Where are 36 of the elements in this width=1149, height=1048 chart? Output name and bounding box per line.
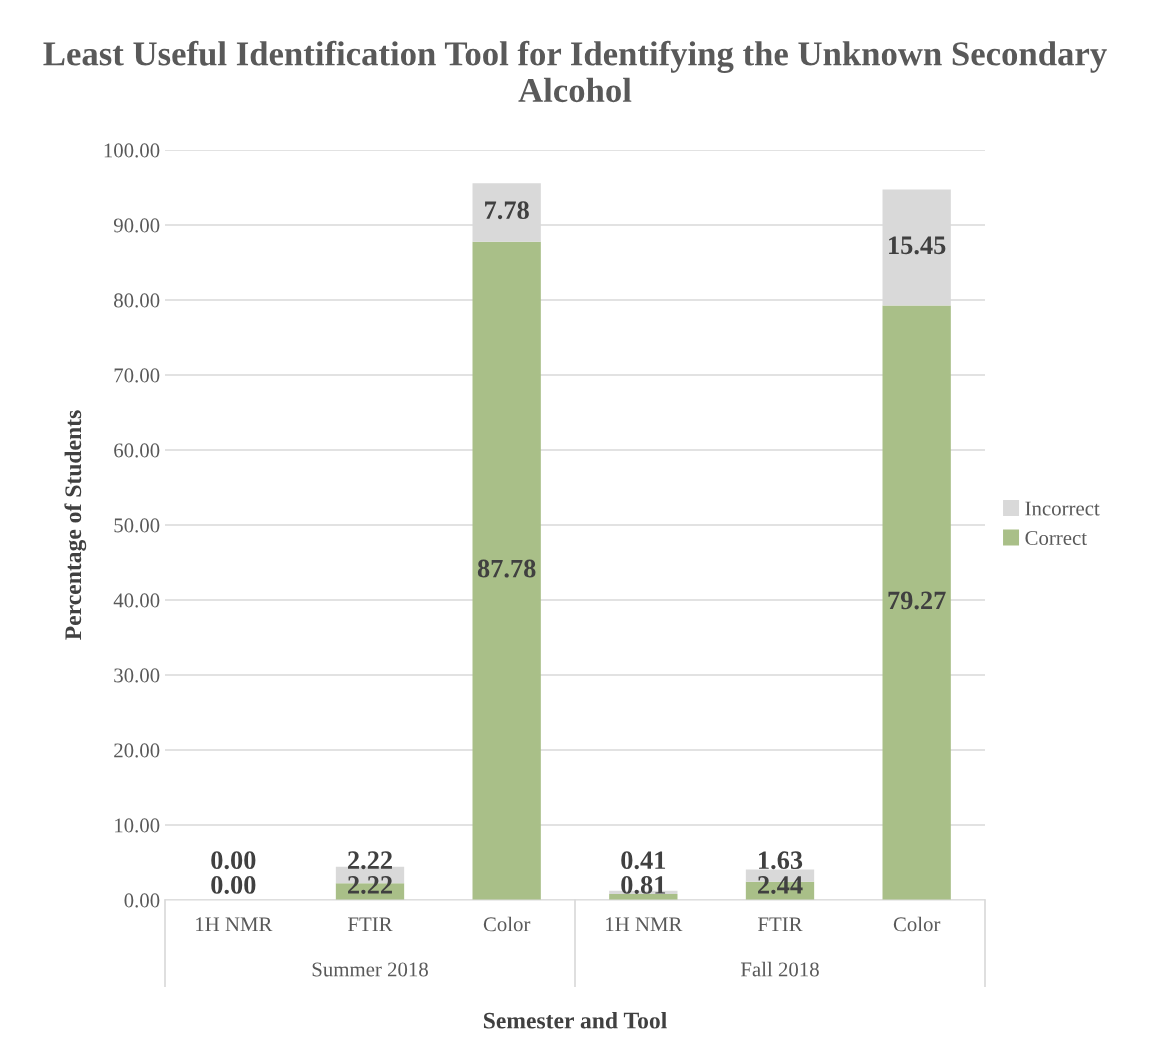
x-tick-label: 1H NMR	[606, 917, 683, 932]
y-tick-label: 100.00	[104, 143, 160, 158]
data-label: 0.00	[211, 876, 256, 894]
data-label: 15.45	[889, 236, 946, 255]
x-tick-label: FTIR	[758, 917, 803, 932]
x-axis-title: Semester and Tool	[483, 1011, 667, 1029]
y-tick-label: 0.00	[124, 893, 160, 908]
legend-label: Incorrect	[1025, 501, 1100, 516]
data-label: 87.78	[477, 559, 536, 578]
data-label: 79.27	[888, 591, 946, 610]
text: Summer 2018	[312, 962, 428, 977]
bar	[882, 305, 951, 900]
x-tick-label: Color	[893, 916, 941, 932]
data-label: 2.22	[348, 851, 392, 870]
data-label: 0.81	[621, 876, 666, 894]
y-tick-label: 90.00	[113, 218, 160, 233]
y-tick-label: 10.00	[115, 818, 160, 833]
data-label: 0.00	[211, 851, 256, 870]
y-tick-label: 60.00	[114, 443, 160, 458]
x-tick-label: FTIR	[348, 917, 393, 932]
data-label: 7.78	[485, 201, 529, 220]
data-label: 1.63	[759, 851, 803, 870]
text: Fall 2018	[740, 961, 819, 977]
bar	[472, 241, 541, 900]
x-tick-label: 1H NMR	[196, 917, 273, 932]
y-tick-label: 20.00	[114, 743, 160, 758]
data-label: 0.41	[621, 851, 666, 870]
y-tick-label: 50.00	[114, 518, 160, 533]
y-tick-label: 70.00	[114, 368, 160, 383]
y-tick-label: 30.00	[114, 668, 160, 683]
y-tick-label: 40.00	[113, 593, 160, 608]
legend-label: Correct	[1025, 531, 1087, 545]
y-axis-title: Percentage of Students	[64, 410, 87, 640]
chart-title: Least Useful Identification Tool for Identifying the Unknown Secondary Alcohol	[43, 40, 1107, 103]
y-tick-label: 80.00	[114, 293, 160, 308]
x-tick-label: Color	[483, 916, 531, 932]
